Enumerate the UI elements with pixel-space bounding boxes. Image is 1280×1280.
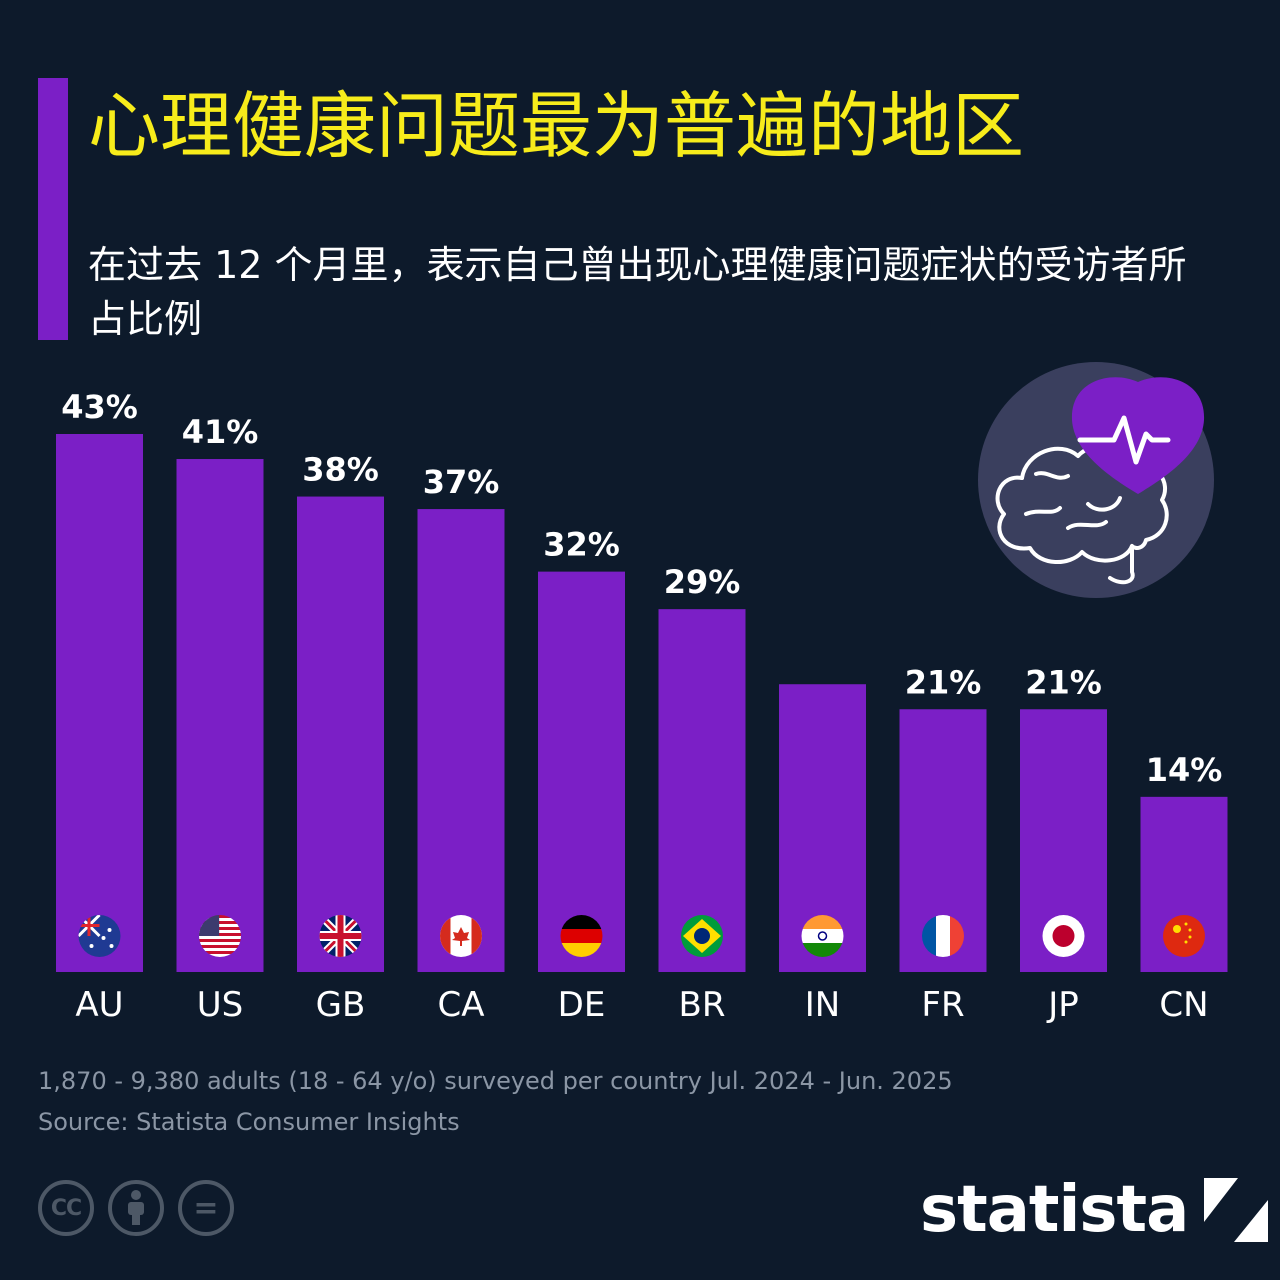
brazil-flag-icon: [681, 915, 723, 957]
page-subtitle: 在过去 12 个月里，表示自己曾出现心理健康问题症状的受访者所占比例: [88, 243, 1187, 341]
data-label: 29%: [664, 563, 741, 601]
bar-group: 43% AU: [56, 388, 143, 1025]
category-label: IN: [805, 985, 840, 1025]
category-label: GB: [316, 985, 366, 1025]
category-label: BR: [679, 985, 726, 1025]
category-label: CA: [438, 985, 485, 1025]
uk-flag-icon: [319, 915, 362, 957]
bar: [538, 571, 625, 972]
category-label: DE: [558, 985, 606, 1025]
bar-group: 29% BR: [658, 563, 746, 1025]
category-label: FR: [921, 985, 964, 1025]
germany-flag-icon: [560, 915, 603, 957]
pulse-icon: [1077, 415, 1171, 465]
japan-flag-icon: [1042, 915, 1085, 957]
bar-group: 37% CA: [417, 463, 505, 1025]
data-label: 38%: [302, 451, 379, 489]
bar-group: 32% DE: [538, 526, 625, 1025]
bar: [176, 459, 264, 972]
bar-group: 38% GB: [297, 451, 384, 1025]
bar-group: 14% CN: [1140, 751, 1228, 1025]
data-label: 32%: [543, 526, 620, 564]
data-label: 37%: [423, 463, 500, 501]
attribution-icon[interactable]: [108, 1180, 164, 1236]
page-title: 心理健康问题最为普遍的地区: [88, 84, 1025, 168]
bar: [417, 509, 505, 972]
category-label: CN: [1159, 985, 1208, 1025]
bar: [56, 434, 143, 972]
bar-group: 21% JP: [1020, 663, 1107, 1025]
category-label: AU: [75, 985, 123, 1025]
brand-name: statista: [920, 1173, 1189, 1247]
bar-group: 21% FR: [899, 663, 987, 1025]
cc-icon[interactable]: CC: [38, 1180, 94, 1236]
survey-note: 1,870 - 9,380 adults (18 - 64 y/o) surve…: [38, 1067, 953, 1095]
china-flag-icon: [1163, 915, 1205, 957]
category-label: US: [197, 985, 243, 1025]
statista-mark-icon: [1204, 1178, 1269, 1242]
data-label: 21%: [1025, 663, 1102, 701]
bar: [297, 496, 384, 972]
no-derivatives-icon[interactable]: =: [178, 1180, 234, 1236]
heart-icon: [1071, 377, 1205, 494]
data-label: 43%: [61, 388, 138, 426]
canada-flag-icon: [440, 915, 482, 957]
license-icons: CC =: [38, 1180, 234, 1236]
source-note: Source: Statista Consumer Insights: [38, 1108, 460, 1136]
data-label: 21%: [905, 663, 982, 701]
bar: [658, 609, 746, 972]
accent-bar: [38, 78, 68, 340]
statista-logo[interactable]: statista: [920, 1172, 1269, 1248]
bar-group: 41% US: [176, 413, 264, 1025]
india-flag-icon: [801, 915, 844, 957]
usa-flag-icon: [199, 915, 241, 957]
data-label: 14%: [1146, 751, 1223, 789]
brain-heart-illustration: [978, 362, 1214, 598]
france-flag-icon: [922, 915, 964, 957]
bar-group: IN: [779, 684, 866, 1025]
category-label: JP: [1046, 985, 1079, 1025]
data-label: 41%: [182, 413, 259, 451]
australia-flag-icon: [78, 915, 121, 957]
